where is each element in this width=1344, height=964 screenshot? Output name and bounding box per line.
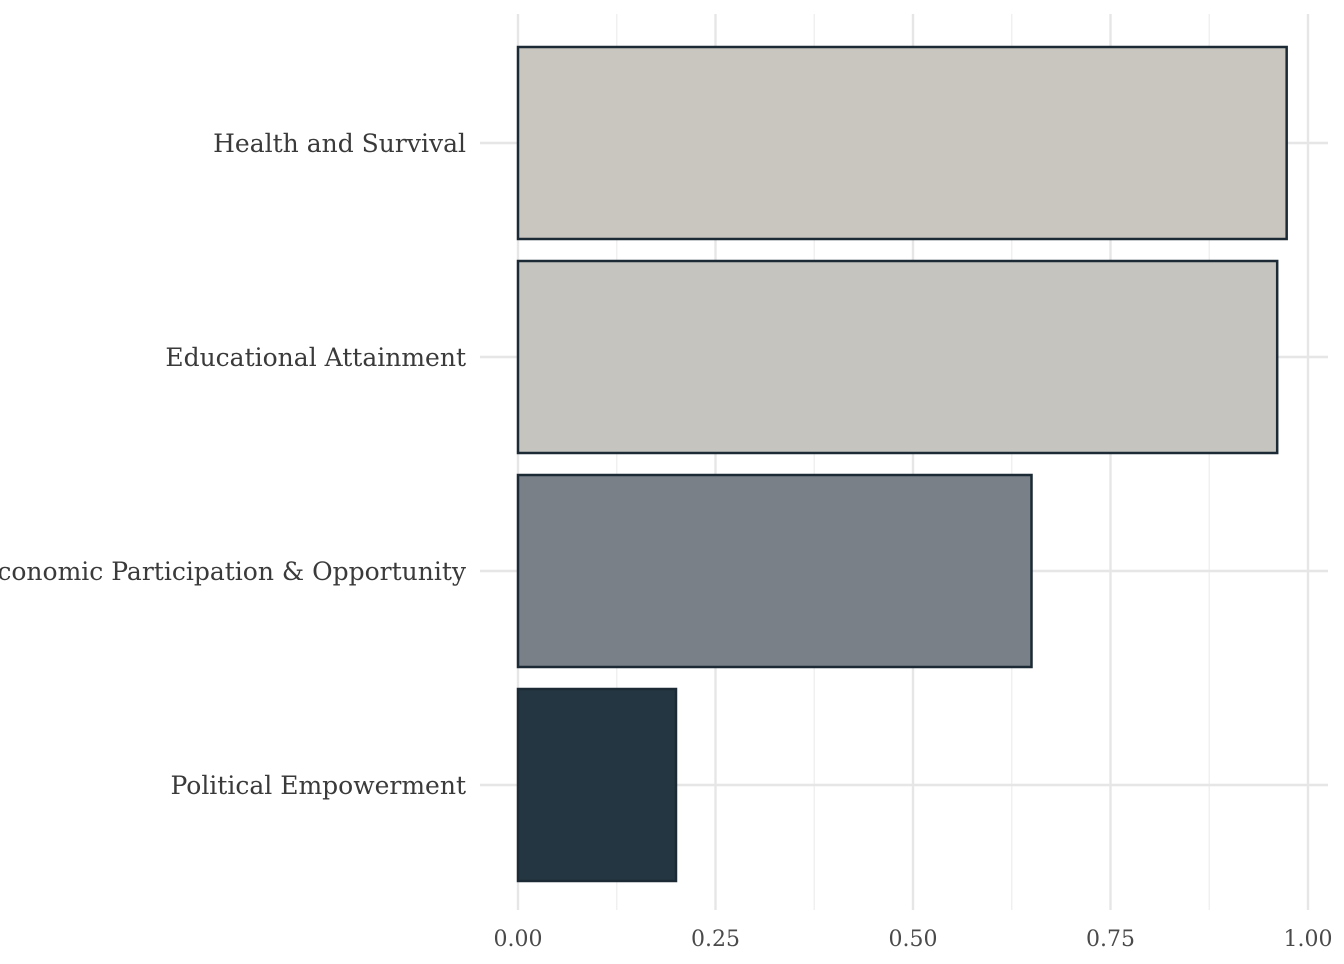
bar-economic-participation-opportunity <box>516 473 1033 669</box>
bar-health-and-survival <box>516 45 1288 241</box>
x-tick-label: 0.50 <box>889 927 938 952</box>
bar-political-empowerment <box>516 687 678 883</box>
x-tick-label: 0.25 <box>691 927 740 952</box>
category-label: Educational Attainment <box>165 343 466 372</box>
x-axis-tick-labels: 0.00 0.25 0.50 0.75 1.00 <box>494 927 1333 952</box>
bar-educational-attainment <box>516 259 1279 455</box>
x-tick-label: 1.00 <box>1284 927 1333 952</box>
category-labels: Health and Survival Educational Attainmen… <box>0 129 467 800</box>
category-label: Economic Participation & Opportunity <box>0 557 467 586</box>
bars <box>516 45 1288 883</box>
x-tick-label: 0.75 <box>1086 927 1135 952</box>
x-tick-label: 0.00 <box>494 927 543 952</box>
category-label: Health and Survival <box>213 129 466 158</box>
category-label: Political Empowerment <box>170 771 466 800</box>
